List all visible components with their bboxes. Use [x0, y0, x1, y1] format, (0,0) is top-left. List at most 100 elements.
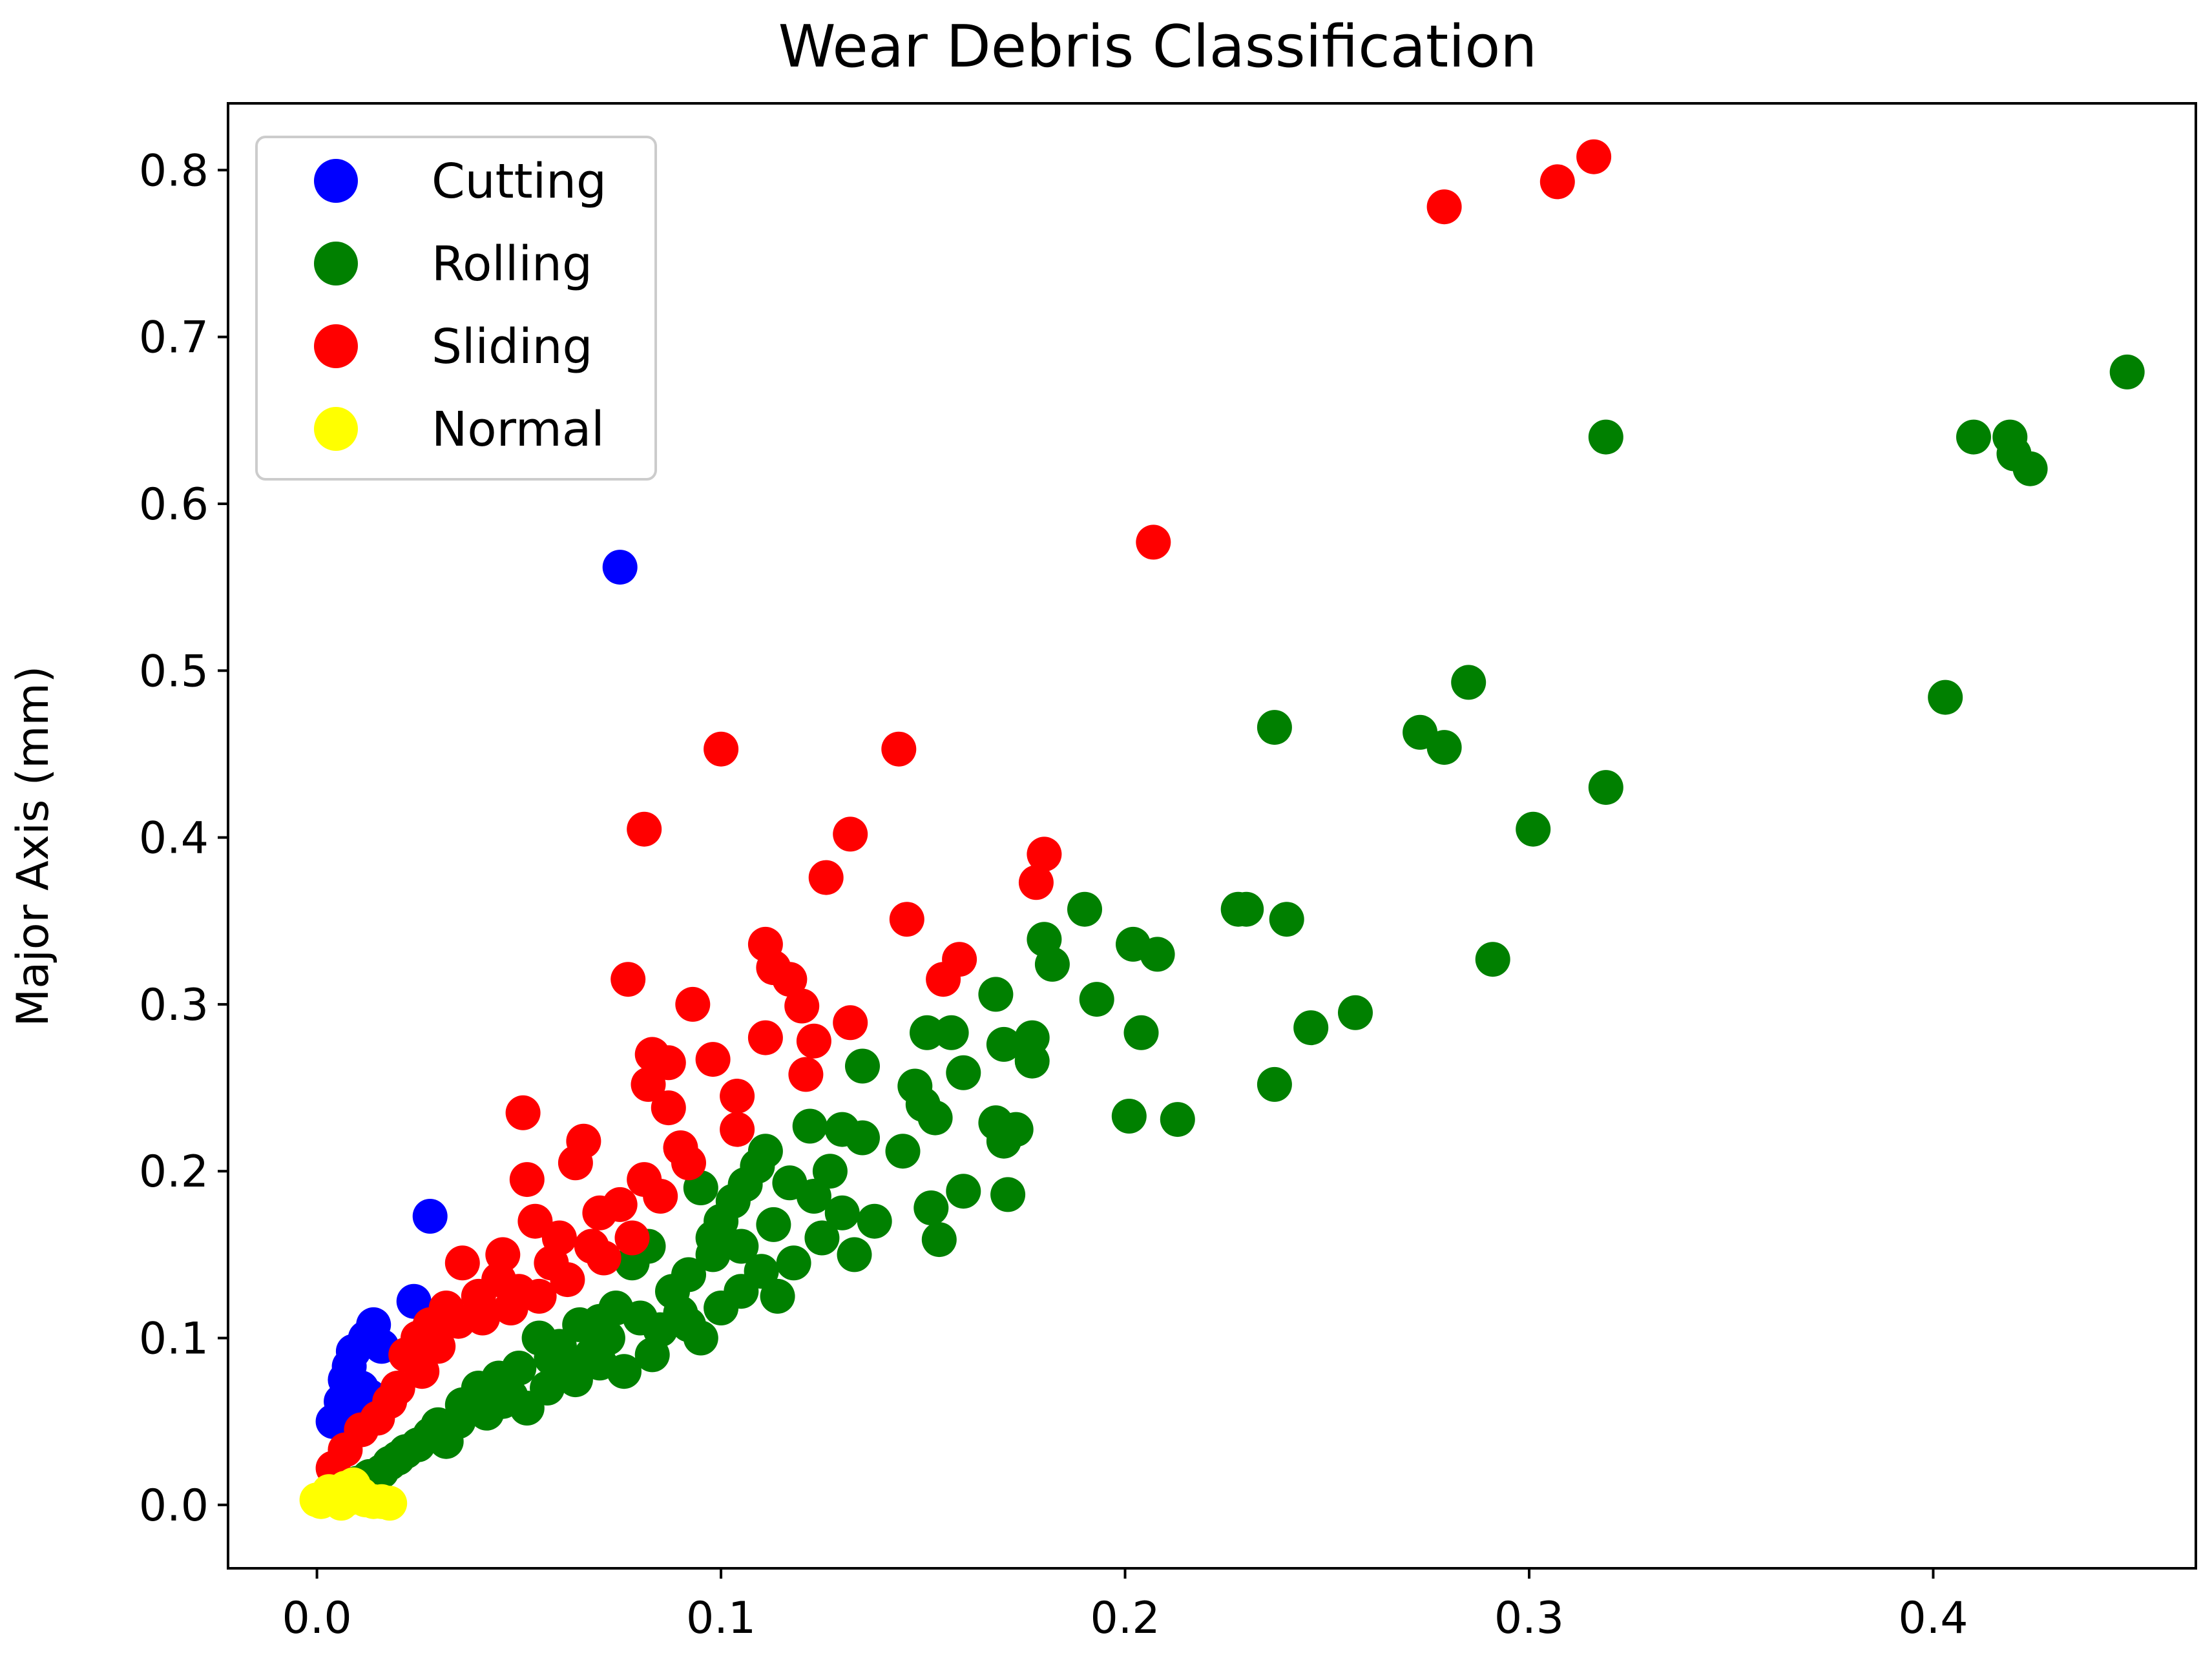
data-point: [695, 1042, 731, 1077]
data-point: [627, 811, 662, 847]
data-point: [643, 1179, 678, 1214]
data-point: [812, 1154, 848, 1189]
data-point: [675, 986, 711, 1022]
data-point: [610, 962, 646, 997]
data-point: [521, 1278, 557, 1314]
data-point: [505, 1095, 541, 1130]
data-point: [910, 1015, 944, 1050]
data-point: [788, 1057, 824, 1092]
data-point: [465, 1300, 500, 1336]
data-point: [1111, 1099, 1147, 1134]
ticks-layer: 0.0 0.1 0.2 0.3 0.4 0.0 0.1 0.2 0.3 0.4 0.5 0.6 0.7 0…: [139, 145, 1968, 1644]
data-point: [792, 1108, 828, 1144]
data-point: [1140, 937, 1175, 972]
data-point: [1293, 1010, 1329, 1046]
plot-frame: [227, 102, 2197, 1570]
data-point: [978, 977, 1014, 1012]
data-point: [582, 1195, 618, 1230]
points-layer: [299, 139, 2145, 1521]
legend-marker: [314, 324, 358, 368]
data-point: [582, 1345, 618, 1381]
data-point: [1338, 995, 1373, 1030]
data-point: [857, 1203, 892, 1239]
y-tick-label: 0.4: [139, 813, 209, 864]
data-point: [917, 1100, 953, 1136]
legend-marker: [314, 242, 358, 285]
data-point: [720, 1112, 755, 1147]
legend-marker: [314, 407, 358, 451]
data-point: [421, 1329, 456, 1364]
y-tick-label: 0.5: [139, 646, 209, 697]
data-point: [889, 902, 924, 937]
x-tick-label: 0.1: [686, 1593, 756, 1644]
data-point: [756, 1207, 791, 1242]
data-point: [671, 1145, 706, 1181]
y-axis-label: Major Axis (mm): [8, 666, 59, 1027]
data-point: [1426, 730, 1462, 765]
data-point: [1257, 710, 1292, 745]
data-point: [631, 1066, 666, 1102]
data-point: [1475, 942, 1510, 977]
data-point: [921, 1222, 957, 1258]
data-point: [485, 1384, 521, 1419]
legend-box: [255, 136, 657, 481]
data-point: [704, 1291, 739, 1325]
data-point: [986, 1026, 1021, 1062]
data-point: [1027, 836, 1062, 872]
data-point: [1160, 1102, 1195, 1137]
data-point: [747, 1020, 783, 1055]
data-point: [837, 1237, 872, 1272]
data-point: [1034, 946, 1070, 982]
data-point: [1576, 139, 1612, 174]
x-tick-label: 0.3: [1494, 1593, 1564, 1644]
data-point: [695, 1220, 731, 1256]
data-point: [412, 1199, 448, 1234]
x-tick-label: 0.4: [1898, 1593, 1968, 1644]
data-point: [824, 1195, 860, 1230]
data-point: [1018, 865, 1054, 900]
data-point: [796, 1023, 831, 1059]
data-point: [772, 962, 808, 997]
series-sliding: [315, 139, 1612, 1486]
series-normal: [299, 1467, 408, 1521]
data-point: [1426, 189, 1462, 225]
data-point: [776, 1245, 811, 1281]
data-point: [704, 731, 739, 767]
data-point: [2012, 451, 2048, 486]
data-point: [824, 1112, 860, 1147]
data-point: [2109, 354, 2145, 389]
chart-title: Wear Debris Classification: [778, 13, 1538, 81]
y-tick-label: 0.2: [139, 1147, 209, 1198]
data-point: [946, 1174, 981, 1209]
data-point: [550, 1262, 585, 1298]
data-point: [1123, 1015, 1159, 1050]
y-tick-label: 0.6: [139, 479, 209, 530]
data-point: [845, 1048, 880, 1084]
data-point: [1257, 1066, 1292, 1102]
data-point: [634, 1337, 670, 1373]
data-point: [1136, 524, 1171, 560]
data-point: [808, 860, 844, 895]
data-point: [1269, 902, 1304, 937]
data-point: [946, 1055, 981, 1090]
data-point: [724, 1229, 759, 1264]
data-point: [671, 1307, 706, 1342]
legend: Cutting Rolling Sliding Normal: [255, 136, 657, 481]
data-point: [1928, 680, 1963, 715]
data-point: [651, 1090, 686, 1126]
data-point: [1067, 891, 1102, 927]
y-tick-label: 0.7: [139, 313, 209, 364]
data-point: [1516, 811, 1551, 847]
y-tick-label: 0.1: [139, 1314, 209, 1365]
data-point: [324, 1486, 359, 1521]
data-point: [833, 1005, 868, 1041]
data-point: [1014, 1043, 1050, 1079]
data-point: [796, 1179, 831, 1214]
data-point: [926, 962, 961, 997]
data-point: [558, 1145, 593, 1181]
legend-label: Cutting: [432, 154, 607, 209]
data-point: [727, 1167, 763, 1202]
data-point: [913, 1190, 949, 1225]
data-point: [444, 1245, 480, 1281]
